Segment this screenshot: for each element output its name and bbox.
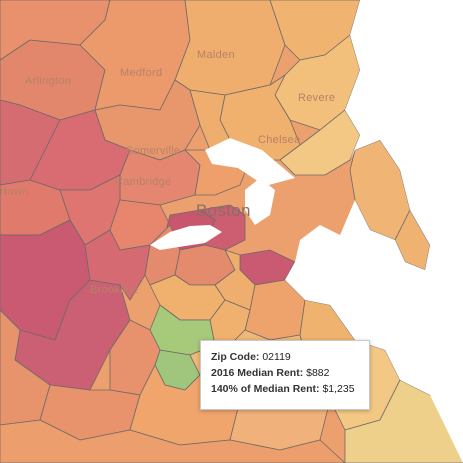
label-boston: Boston: [196, 201, 251, 220]
label-brookline: Brookline: [90, 284, 139, 296]
label-arlington: Arlington: [25, 75, 71, 87]
tooltip-zip-value: 02119: [262, 351, 291, 363]
tooltip-median-label: 2016 Median Rent:: [211, 367, 304, 379]
charles-river: [150, 225, 222, 250]
zip-region-malden[interactable]: [174, 0, 286, 96]
tooltip-median-value: $882: [306, 367, 330, 379]
label-cambridge: Cambridge: [115, 176, 172, 188]
zip-region-bottom-strip[interactable]: [0, 419, 346, 463]
label-revere: Revere: [298, 92, 335, 104]
tooltip-row-pct: 140% of Median Rent: $1,235: [211, 381, 359, 397]
harbor-water: [285, 0, 463, 463]
rent-tooltip: Zip Code: 02119 2016 Median Rent: $882 1…: [200, 340, 370, 410]
tooltip-row-zip: Zip Code: 02119: [211, 349, 359, 365]
label-somerville: Somerville: [126, 145, 180, 157]
label-malden: Malden: [197, 49, 235, 61]
tooltip-pct-value: $1,235: [322, 383, 355, 395]
mystic-river: [205, 138, 295, 186]
tooltip-zip-label: Zip Code:: [211, 351, 260, 363]
label-medford: Medford: [120, 67, 162, 79]
tooltip-row-median: 2016 Median Rent: $882: [211, 365, 359, 381]
label-watertown: rtown: [0, 186, 28, 198]
zip-region-bottom-left[interactable]: [0, 309, 51, 426]
label-chelsea: Chelsea: [258, 134, 301, 146]
tooltip-pct-label: 140% of Median Rent:: [211, 383, 320, 395]
inner-harbor: [245, 178, 275, 225]
